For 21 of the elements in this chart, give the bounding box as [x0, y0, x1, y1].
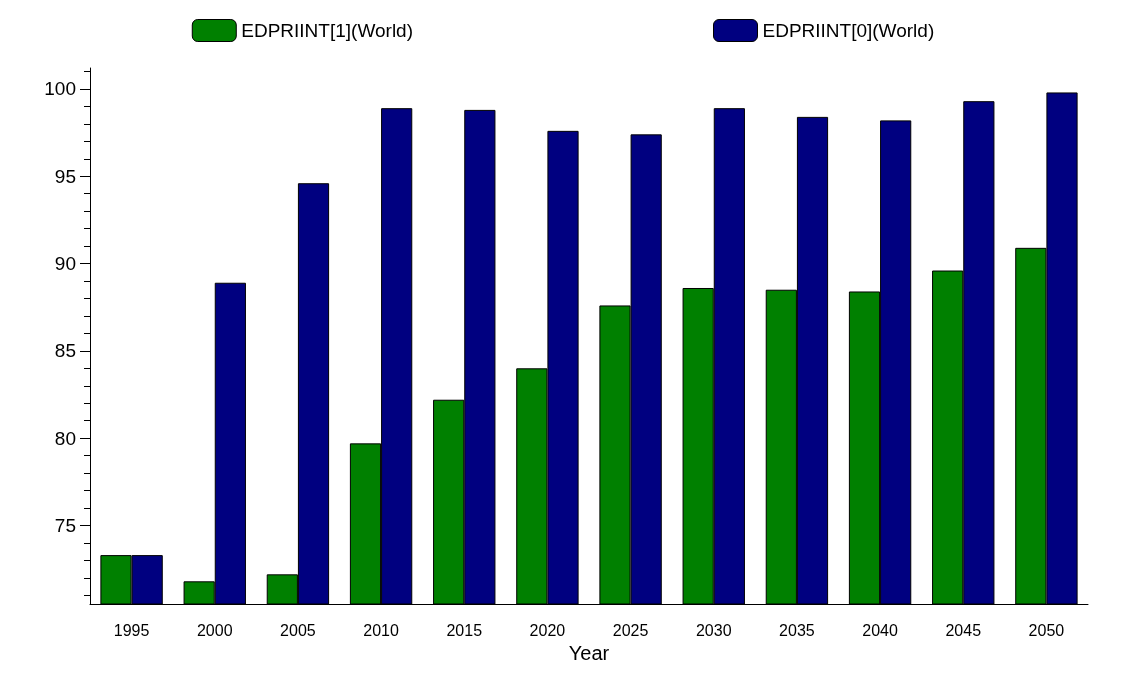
x-axis-title: Year: [568, 641, 610, 664]
x-tick-label: 1995: [113, 621, 150, 639]
y-tick-label: 95: [54, 165, 76, 187]
x-tick-label: 2015: [446, 621, 483, 639]
x-tick-label: 2045: [945, 621, 982, 639]
x-tick-label: 2040: [862, 621, 898, 639]
y-tick-label: 75: [54, 514, 76, 536]
y-tick-label: 85: [54, 340, 76, 362]
x-tick-label: 2025: [612, 621, 649, 639]
x-tick-label: 2030: [695, 621, 732, 639]
legend-label: EDPRIINT[1](World): [241, 20, 414, 41]
y-tick-label: 90: [54, 253, 76, 275]
x-tick-label: 2020: [529, 621, 566, 639]
x-tick-label: 2035: [779, 621, 815, 639]
y-tick-label: 80: [54, 427, 76, 449]
x-tick-label: 2005: [280, 621, 316, 639]
legend-label: EDPRIINT[0](World): [762, 20, 935, 41]
x-tick-label: 2010: [363, 621, 399, 639]
y-tick-label: 100: [44, 78, 76, 100]
x-tick-label: 2050: [1028, 621, 1065, 639]
x-tick-label: 2000: [196, 621, 233, 639]
